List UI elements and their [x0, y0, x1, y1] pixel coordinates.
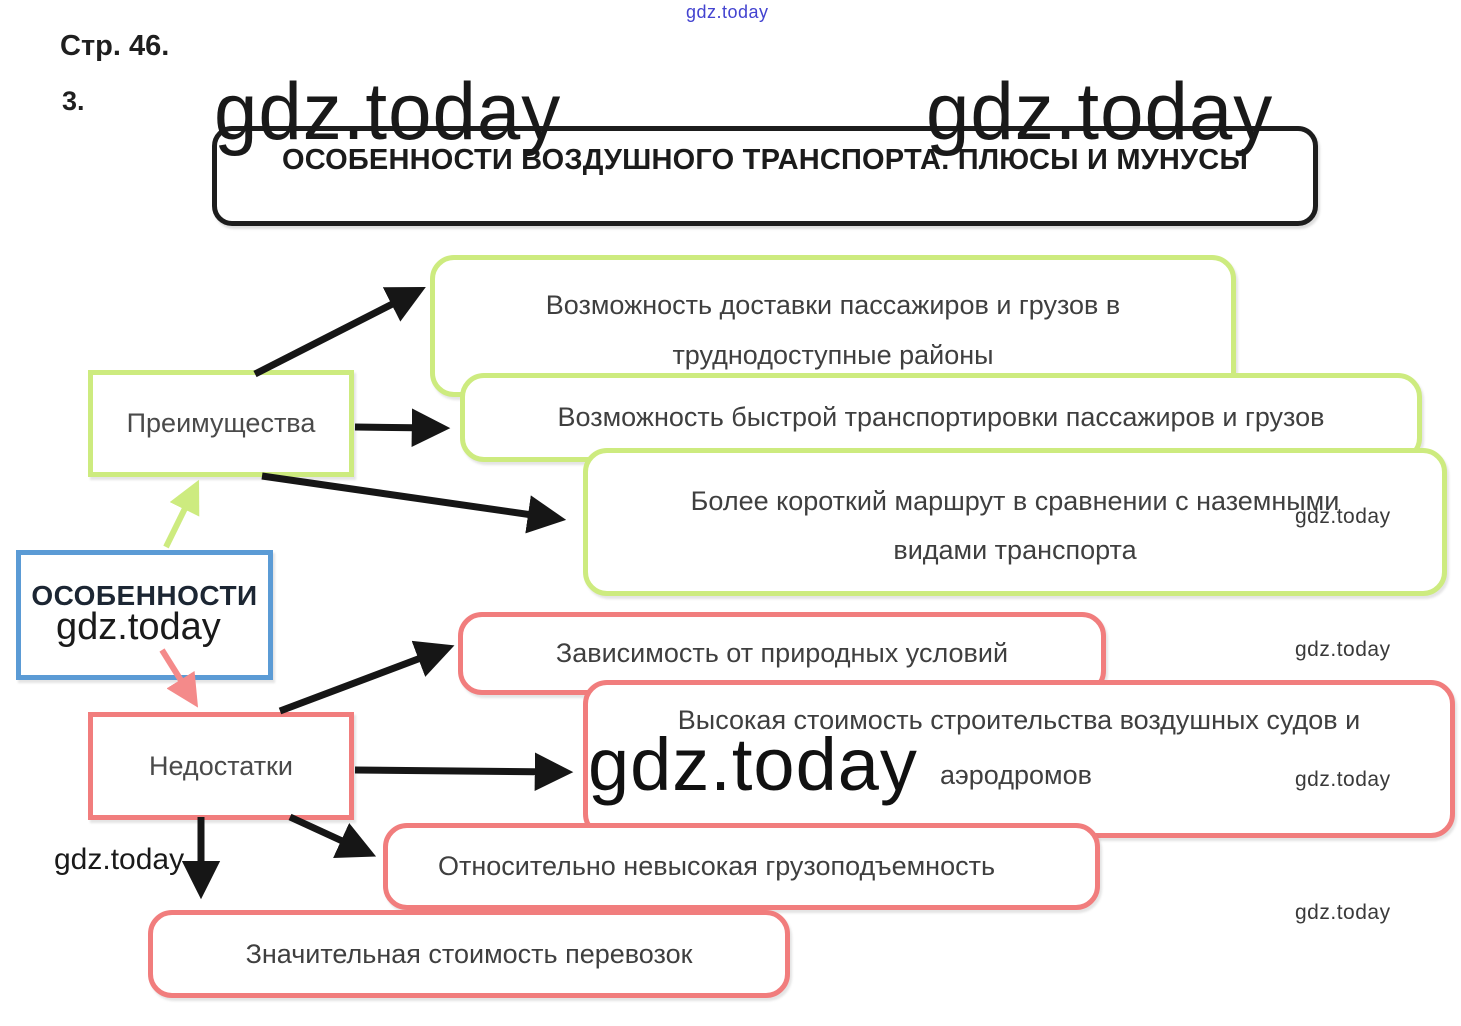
- node-features-label: ОСОБЕННОСТИ: [31, 580, 258, 611]
- watermark-small-1: gdz.today: [1295, 505, 1391, 528]
- watermark-large-left: gdz.today: [214, 65, 562, 157]
- advantage-item-2-line1: Возможность быстрой транспортировки пасс…: [557, 402, 1325, 432]
- node-disadvantages: Недостатки: [88, 712, 354, 820]
- node-features: ОСОБЕННОСТИ: [16, 550, 273, 680]
- watermark-large-middle: gdz.today: [588, 723, 918, 806]
- disadvantage-item-2: Высокая стоимость строительства воздушны…: [583, 680, 1455, 838]
- node-advantages-label: Преимущества: [126, 408, 316, 438]
- exercise-number: 3.: [62, 86, 85, 116]
- disadvantage-item-2-line1: Высокая стоимость строительства воздушны…: [677, 705, 1361, 735]
- watermark-large-right: gdz.today: [926, 65, 1274, 157]
- disadvantage-item-4: Значительная стоимость перевозок: [148, 910, 790, 998]
- disadvantage-item-1-line1: Зависимость от природных условий: [555, 638, 1009, 668]
- arrow-advantages-to-item2: [354, 408, 451, 447]
- diagram-title: ОСОБЕННОСТИ ВОЗДУШНОГО ТРАНСПОРТА. ПЛЮСЫ…: [281, 144, 1249, 176]
- disadvantage-item-3: Относительно невысокая грузоподъемность: [383, 823, 1100, 910]
- watermark-small-4: gdz.today: [1295, 901, 1391, 924]
- diagram-title-box: ОСОБЕННОСТИ ВОЗДУШНОГО ТРАНСПОРТА. ПЛЮСЫ…: [212, 126, 1318, 226]
- arrow-advantages-to-item1: [253, 286, 426, 378]
- advantage-item-1-line2: труднодоступные районы: [672, 340, 994, 370]
- watermark-top: gdz.today: [686, 2, 769, 22]
- disadvantage-item-4-line1: Значительная стоимость перевозок: [245, 938, 693, 969]
- advantage-item-3-line2: видами транспорта: [893, 535, 1137, 565]
- advantage-item-1-line1: Возможность доставки пассажиров и грузов…: [545, 290, 1121, 320]
- node-disadvantages-label: Недостатки: [149, 750, 293, 781]
- disadvantage-item-2-line2: аэродромов: [940, 760, 1092, 790]
- arrow-disadvantages-to-item3: [288, 813, 377, 858]
- arrow-disadvantages-to-item2: [354, 752, 574, 792]
- arrow-disadvantages-to-item1: [278, 640, 455, 715]
- arrow-features-to-advantages: [163, 479, 200, 549]
- node-advantages: Преимущества: [88, 370, 354, 477]
- advantage-item-3: Более короткий маршрут в сравнении с наз…: [583, 448, 1447, 596]
- watermark-over-features: gdz.today: [56, 606, 221, 648]
- advantage-item-3-line1: Более короткий маршрут в сравнении с наз…: [690, 486, 1340, 516]
- watermark-small-3: gdz.today: [1295, 768, 1391, 791]
- watermark-bottom-left: gdz.today: [54, 843, 185, 876]
- arrow-advantages-to-item3: [261, 472, 567, 534]
- watermark-small-2: gdz.today: [1295, 638, 1391, 661]
- disadvantage-item-3-line1: Относительно невысокая грузоподъемность: [438, 851, 996, 881]
- page-number-label: Стр. 46.: [60, 30, 170, 62]
